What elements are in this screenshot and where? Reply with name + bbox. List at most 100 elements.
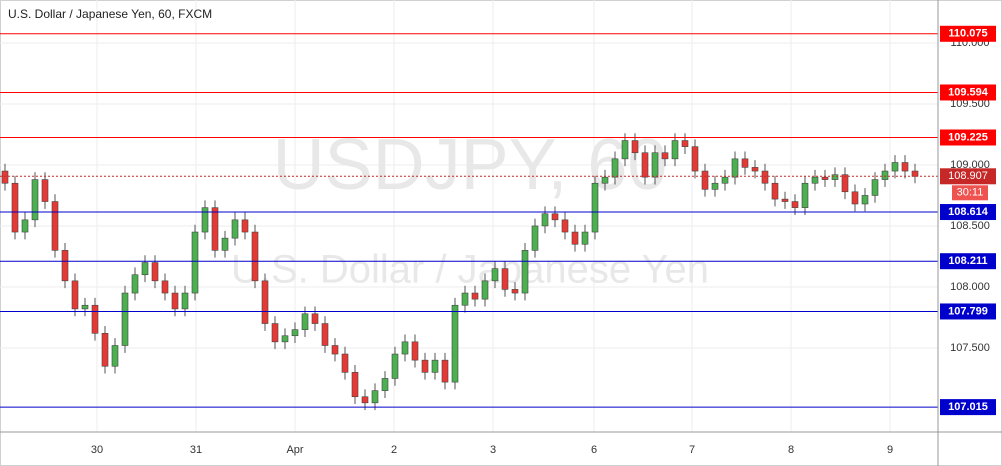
candle-body xyxy=(51,201,59,251)
candle-body xyxy=(191,231,199,294)
level-label: 107.799 xyxy=(948,305,988,317)
x-tick-label: 6 xyxy=(591,444,597,456)
candle-body xyxy=(11,182,19,233)
candle-body xyxy=(881,170,889,180)
candle-body xyxy=(321,323,329,346)
candle-body xyxy=(251,231,259,282)
x-tick-label: 9 xyxy=(887,444,893,456)
x-tick-label: 3 xyxy=(490,444,496,456)
candle-body xyxy=(261,280,269,324)
candle-body xyxy=(601,176,609,184)
candle-body xyxy=(401,341,409,355)
candle-body xyxy=(831,174,839,180)
level-label: 110.075 xyxy=(948,28,987,40)
candle-body xyxy=(21,219,29,233)
grid xyxy=(0,0,938,432)
candle-body xyxy=(641,152,649,178)
candle-body xyxy=(511,289,519,294)
candle-body xyxy=(311,313,319,324)
candle-body xyxy=(371,390,379,404)
candle-body xyxy=(771,182,779,200)
candle-body xyxy=(581,231,589,245)
candle-body xyxy=(761,170,769,184)
x-tick-label: 8 xyxy=(788,444,794,456)
candle-body xyxy=(621,140,629,160)
candle-body xyxy=(271,323,279,343)
axis: 107.500 108.000 108.500 109.000 109.500 110.0… xyxy=(91,25,996,456)
candle-body xyxy=(451,304,459,383)
y-tick-label: 107.500 xyxy=(950,342,990,354)
candle-body xyxy=(571,231,579,245)
candle-body xyxy=(281,335,289,343)
candle-body xyxy=(61,250,69,282)
candle-body xyxy=(861,195,869,205)
candle-body xyxy=(211,207,219,251)
candle-body xyxy=(851,191,859,205)
level-label-box xyxy=(940,399,996,416)
candle-body xyxy=(591,182,599,233)
candle-body xyxy=(461,292,469,306)
candle-body xyxy=(71,280,79,310)
candle-body xyxy=(611,158,619,178)
candle-body xyxy=(201,207,209,233)
countdown-label: 30:11 xyxy=(957,187,984,199)
y-tick-label: 108.000 xyxy=(950,281,990,293)
candle-body xyxy=(681,140,689,147)
candle-body xyxy=(141,262,149,276)
candle-body xyxy=(411,341,419,361)
candle-body xyxy=(441,359,449,383)
current-price-label: 108.907 xyxy=(948,170,988,182)
candle-body xyxy=(291,329,299,337)
candle-body xyxy=(721,176,729,184)
candle-body xyxy=(151,262,159,282)
x-tick-label: 2 xyxy=(391,444,397,456)
candle-body xyxy=(561,219,569,233)
candle-body xyxy=(231,219,239,239)
candle-body xyxy=(791,201,799,208)
candle-body xyxy=(361,396,369,404)
x-tick-label: 30 xyxy=(91,444,103,456)
candle-body xyxy=(481,280,489,300)
candle-body xyxy=(1,170,9,184)
level-label: 108.614 xyxy=(948,206,989,218)
level-label-box xyxy=(940,129,996,146)
candle-body xyxy=(631,140,639,154)
plot xyxy=(0,33,938,411)
candle-body xyxy=(81,304,89,310)
candle-body xyxy=(781,198,789,202)
candle-body xyxy=(491,268,499,282)
candle-body xyxy=(741,158,749,168)
candle-body xyxy=(821,176,829,180)
candle-body xyxy=(391,353,399,379)
level-label: 107.015 xyxy=(948,401,988,413)
candle-body xyxy=(501,268,509,290)
candle-body xyxy=(671,140,679,160)
countdown-box xyxy=(952,185,988,201)
candle-body xyxy=(301,313,309,330)
candle-body xyxy=(101,333,109,367)
x-tick-label: 31 xyxy=(190,444,202,456)
candle-body xyxy=(31,179,39,221)
candle-body xyxy=(541,213,549,227)
candle-body xyxy=(121,292,129,346)
y-tick-label: 109.000 xyxy=(950,159,990,171)
x-tick-label: 7 xyxy=(689,444,695,456)
candle-body xyxy=(691,146,699,172)
candle-body xyxy=(241,219,249,233)
candle-body xyxy=(91,304,99,334)
candle-body xyxy=(41,179,49,202)
chart-title: U.S. Dollar / Japanese Yen, 60, FXCM xyxy=(8,7,212,21)
current-price-box xyxy=(940,168,996,185)
candle-body xyxy=(341,353,349,373)
level-label-box xyxy=(940,25,996,42)
candle-body xyxy=(911,170,919,177)
candle-body xyxy=(531,225,539,251)
level-label-box xyxy=(940,204,996,221)
candle-body xyxy=(471,292,479,300)
candle-body xyxy=(651,152,659,178)
candle-body xyxy=(891,162,899,172)
x-tick-label: Apr xyxy=(286,444,303,456)
level-label: 109.594 xyxy=(948,86,989,98)
